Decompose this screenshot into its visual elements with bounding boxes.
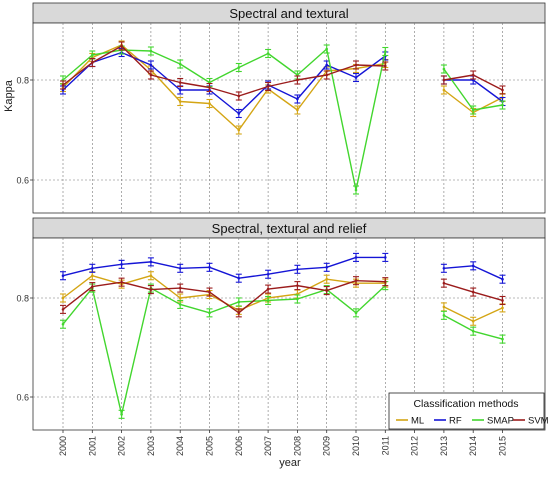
x-tick-label: 2010	[351, 436, 361, 456]
series-line	[443, 265, 503, 280]
y-tick-label: 0.6	[16, 393, 29, 403]
x-tick-label: 2008	[292, 436, 302, 456]
x-tick-label: 2011	[380, 436, 390, 455]
series-svm	[60, 276, 506, 318]
panel-title: Spectral and textural	[229, 6, 348, 21]
series-line	[443, 306, 503, 322]
series-line	[62, 51, 386, 115]
x-tick-label: 2013	[439, 436, 449, 456]
x-tick-label: 2004	[175, 436, 185, 456]
x-tick-label: 2007	[263, 436, 273, 456]
x-tick-label: 2012	[410, 436, 420, 456]
panel-plot-area	[32, 22, 546, 214]
x-tick-label: 2005	[205, 436, 215, 456]
legend-entry-ml: ML	[411, 416, 424, 427]
series-line	[62, 279, 386, 314]
series-line	[62, 48, 386, 191]
legend-box	[388, 392, 545, 430]
series-svm	[60, 41, 506, 101]
series-rf	[60, 252, 506, 284]
x-tick-label: 2014	[468, 436, 478, 456]
x-tick-label: 2002	[117, 436, 127, 456]
panel-title: Spectral, textural and relief	[212, 221, 367, 236]
series-line	[443, 79, 503, 103]
y-axis-label: Kappa	[3, 79, 15, 112]
series-line	[443, 74, 503, 91]
series-line	[443, 282, 503, 302]
x-tick-label: 2009	[322, 436, 332, 456]
legend-entry-smap: SMAP	[487, 416, 514, 427]
series-line	[62, 285, 386, 416]
series-line	[62, 45, 386, 97]
x-tick-label: 2003	[146, 436, 156, 456]
x-tick-label: 2015	[498, 436, 508, 456]
series-line	[62, 256, 386, 279]
y-tick-label: 0.6	[16, 176, 29, 186]
y-tick-label: 0.8	[16, 294, 29, 304]
x-tick-label: 2000	[58, 436, 68, 456]
legend-entry-svm: SVM	[528, 416, 549, 427]
x-tick-label: 2001	[87, 436, 97, 456]
legend-entry-rf: RF	[449, 416, 462, 427]
legend-title: Classification methods	[413, 398, 518, 410]
legend: Classification methods ML RF SMAP SVM	[388, 392, 549, 430]
y-tick-label: 0.8	[16, 76, 29, 86]
x-tick-label: 2006	[234, 436, 244, 456]
series-line	[443, 314, 503, 340]
panel-1: Spectral and textural 0.6 0.8	[16, 2, 546, 214]
series-line	[443, 68, 503, 111]
x-axis-label: year	[279, 457, 301, 469]
